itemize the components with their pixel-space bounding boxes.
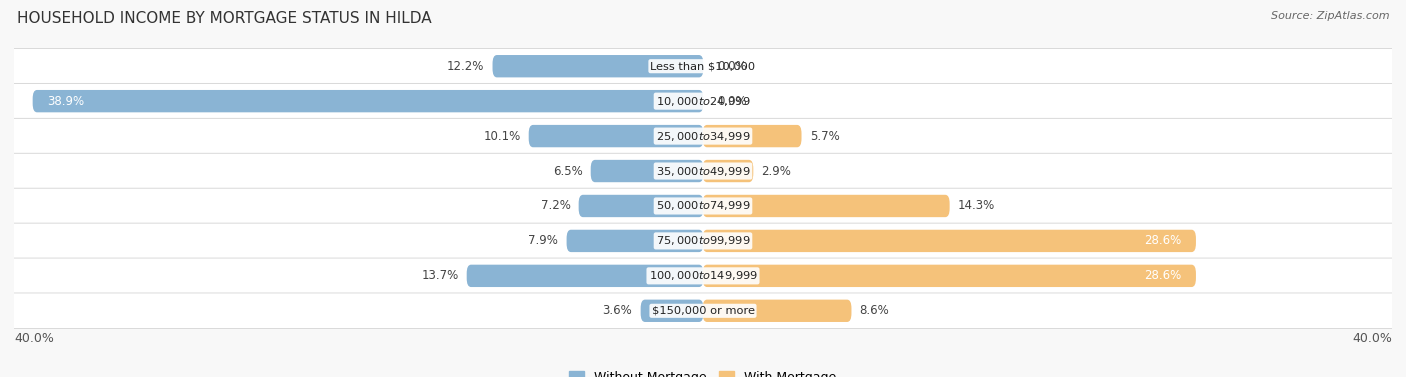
FancyBboxPatch shape xyxy=(529,125,703,147)
Text: 12.2%: 12.2% xyxy=(447,60,484,73)
FancyBboxPatch shape xyxy=(567,230,703,252)
FancyBboxPatch shape xyxy=(641,300,703,322)
Text: 40.0%: 40.0% xyxy=(1353,333,1392,345)
Text: 7.2%: 7.2% xyxy=(540,199,571,213)
FancyBboxPatch shape xyxy=(6,293,1400,329)
Text: 38.9%: 38.9% xyxy=(46,95,84,108)
Text: 6.5%: 6.5% xyxy=(553,164,582,178)
Text: 13.7%: 13.7% xyxy=(422,269,458,282)
FancyBboxPatch shape xyxy=(703,195,949,217)
Text: $75,000 to $99,999: $75,000 to $99,999 xyxy=(655,234,751,247)
Text: $50,000 to $74,999: $50,000 to $74,999 xyxy=(655,199,751,213)
Text: 28.6%: 28.6% xyxy=(1144,234,1182,247)
Text: 8.6%: 8.6% xyxy=(859,304,890,317)
Text: 14.3%: 14.3% xyxy=(957,199,995,213)
FancyBboxPatch shape xyxy=(703,265,1197,287)
Text: 5.7%: 5.7% xyxy=(810,130,839,143)
Text: Less than $10,000: Less than $10,000 xyxy=(651,61,755,71)
FancyBboxPatch shape xyxy=(6,223,1400,259)
FancyBboxPatch shape xyxy=(579,195,703,217)
Text: $35,000 to $49,999: $35,000 to $49,999 xyxy=(655,164,751,178)
Text: HOUSEHOLD INCOME BY MORTGAGE STATUS IN HILDA: HOUSEHOLD INCOME BY MORTGAGE STATUS IN H… xyxy=(17,11,432,26)
Text: 10.1%: 10.1% xyxy=(484,130,520,143)
Text: 28.6%: 28.6% xyxy=(1144,269,1182,282)
Text: Source: ZipAtlas.com: Source: ZipAtlas.com xyxy=(1271,11,1389,21)
Text: $25,000 to $34,999: $25,000 to $34,999 xyxy=(655,130,751,143)
FancyBboxPatch shape xyxy=(703,160,754,182)
Text: 7.9%: 7.9% xyxy=(529,234,558,247)
Text: 2.9%: 2.9% xyxy=(762,164,792,178)
Text: 0.0%: 0.0% xyxy=(717,95,747,108)
FancyBboxPatch shape xyxy=(6,118,1400,154)
FancyBboxPatch shape xyxy=(32,90,703,112)
Text: 0.0%: 0.0% xyxy=(717,60,747,73)
FancyBboxPatch shape xyxy=(6,188,1400,224)
FancyBboxPatch shape xyxy=(6,153,1400,189)
FancyBboxPatch shape xyxy=(703,230,1197,252)
FancyBboxPatch shape xyxy=(6,48,1400,84)
FancyBboxPatch shape xyxy=(467,265,703,287)
FancyBboxPatch shape xyxy=(703,300,852,322)
Text: 3.6%: 3.6% xyxy=(603,304,633,317)
Text: 40.0%: 40.0% xyxy=(14,333,53,345)
Text: $100,000 to $149,999: $100,000 to $149,999 xyxy=(648,269,758,282)
FancyBboxPatch shape xyxy=(6,258,1400,294)
FancyBboxPatch shape xyxy=(492,55,703,77)
Text: $150,000 or more: $150,000 or more xyxy=(651,306,755,316)
FancyBboxPatch shape xyxy=(6,83,1400,119)
FancyBboxPatch shape xyxy=(703,125,801,147)
FancyBboxPatch shape xyxy=(591,160,703,182)
Legend: Without Mortgage, With Mortgage: Without Mortgage, With Mortgage xyxy=(564,366,842,377)
Text: $10,000 to $24,999: $10,000 to $24,999 xyxy=(655,95,751,108)
